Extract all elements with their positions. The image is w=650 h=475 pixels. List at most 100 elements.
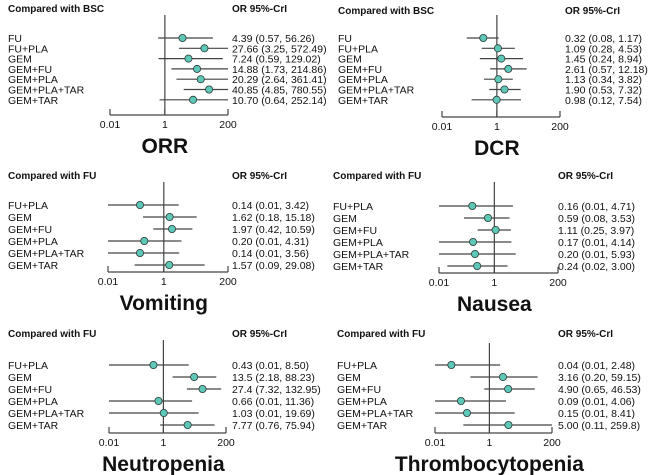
or-point <box>196 75 205 84</box>
or-point <box>492 95 501 104</box>
or-point <box>205 85 214 94</box>
tick-label: 0.01 <box>100 119 121 131</box>
or-point <box>504 421 513 430</box>
or-point <box>469 238 478 247</box>
or-point <box>468 202 477 211</box>
row-label: GEM+FU <box>333 225 377 237</box>
or-ci-value: 1.13 (0.34, 3.82) <box>565 74 642 86</box>
or-point <box>149 361 158 370</box>
or-point <box>198 385 207 394</box>
tick-label: 0.01 <box>99 437 120 449</box>
or-ci-value: 4.90 (0.65, 46.53) <box>558 384 641 396</box>
row-label: GEM+TAR <box>8 95 59 107</box>
or-ci-value: 10.70 (0.64, 252.14) <box>232 95 327 107</box>
comparison-header: Compared with FU <box>337 329 425 340</box>
or-point <box>183 421 192 430</box>
or-point <box>135 201 144 210</box>
or-point <box>135 249 144 258</box>
or-ci-value: 0.24 (0.02, 3.00) <box>558 261 635 273</box>
row-label: FU+PLA <box>8 43 48 55</box>
or-ci-value: 27.4 (7.32, 132.95) <box>232 384 321 396</box>
or-ci-value: 7.77 (0.76, 75.94) <box>232 420 315 432</box>
row-label: GEM <box>8 212 32 224</box>
or-ci-value: 1.62 (0.18, 15.18) <box>232 212 315 224</box>
panel-title: Thrombocytopenia <box>395 453 584 475</box>
row-label: GEM+PLA <box>8 74 58 86</box>
or-ci-value: 1.90 (0.53, 7.32) <box>565 85 642 97</box>
or-point <box>462 409 471 418</box>
stat-header: OR 95%-CrI <box>232 4 287 15</box>
row-label: GEM+TAR <box>333 261 384 273</box>
row-label: GEM+PLA <box>8 396 58 408</box>
or-point <box>159 409 168 418</box>
row-label: GEM+PLA+TAR <box>8 408 85 420</box>
or-ci-value: 0.32 (0.08, 1.17) <box>565 33 642 45</box>
or-ci-value: 0.59 (0.08, 3.53) <box>558 213 635 225</box>
or-point <box>504 385 513 394</box>
row-label: GEM+PLA <box>337 396 387 408</box>
or-ci-value: 0.20 (0.01, 4.31) <box>232 236 309 248</box>
or-point <box>189 95 198 104</box>
row-label: GEM+TAR <box>337 420 388 432</box>
or-point <box>470 250 479 259</box>
tick-label: 200 <box>543 437 561 449</box>
row-label: GEM+PLA <box>338 74 388 86</box>
or-ci-value: 1.97 (0.42, 10.59) <box>232 224 315 236</box>
tick-label: 0.01 <box>425 437 446 449</box>
or-ci-value: 0.14 (0.01, 3.42) <box>232 200 309 212</box>
panel-title: Vomiting <box>120 292 208 315</box>
panel-title: ORR <box>142 135 189 158</box>
tick-label: 200 <box>219 119 237 131</box>
row-label: GEM+PLA+TAR <box>8 85 85 97</box>
row-label: FU+PLA <box>8 200 48 212</box>
row-label: GEM+PLA+TAR <box>333 249 410 261</box>
or-point <box>178 34 187 43</box>
comparison-header: Compared with BSC <box>338 6 434 17</box>
or-ci-value: 3.16 (0.20, 59.15) <box>558 372 641 384</box>
tick-label: 0.01 <box>429 277 450 289</box>
tick-label: 1 <box>160 437 166 449</box>
comparison-header: Compared with FU <box>333 171 421 182</box>
panel-title: Nausea <box>457 293 532 316</box>
forest-panel-vomiting: Compared with FU OR 95%-CrI 0.01 1 200 Vomiti… <box>8 171 315 315</box>
row-label: GEM+PLA <box>8 236 58 248</box>
or-point <box>500 85 509 94</box>
or-ci-value: 7.24 (0.59, 129.02) <box>232 54 321 66</box>
tick-label: 200 <box>551 121 569 133</box>
row-label: FU+PLA <box>333 201 373 213</box>
tick-label: 1 <box>494 121 500 133</box>
stat-header: OR 95%-CrI <box>232 171 287 182</box>
or-point <box>140 237 149 246</box>
forest-panel-dcr: Compared with BSC OR 95%-CrI 0.01 1 200 DCR FU… <box>338 6 648 160</box>
tick-label: 1 <box>161 276 167 288</box>
row-label: GEM+TAR <box>338 95 389 107</box>
or-ci-value: 0.17 (0.01, 4.14) <box>558 237 635 249</box>
row-label: GEM+PLA+TAR <box>8 248 85 260</box>
or-ci-value: 1.57 (0.09, 29.08) <box>232 260 315 272</box>
or-ci-value: 14.88 (1.73, 214.86) <box>232 64 327 76</box>
comparison-header: Compared with FU <box>8 329 96 340</box>
row-label: FU+PLA <box>338 43 378 55</box>
or-point <box>165 213 174 222</box>
row-label: FU <box>8 33 22 45</box>
or-point <box>184 54 193 63</box>
row-label: GEM <box>8 54 32 66</box>
or-ci-value: 1.09 (0.28, 4.53) <box>565 43 642 55</box>
or-ci-value: 2.61 (0.57, 12.18) <box>565 64 648 76</box>
or-ci-value: 0.15 (0.01, 8.41) <box>558 408 635 420</box>
row-label: GEM <box>337 372 361 384</box>
panel-title: Neutropenia <box>102 453 225 475</box>
row-label: GEM+FU <box>337 384 381 396</box>
or-ci-value: 13.5 (2.18, 88.23) <box>232 372 315 384</box>
panel-title: DCR <box>474 137 520 160</box>
stat-header: OR 95%-CrI <box>558 171 613 182</box>
or-point <box>154 397 163 406</box>
forest-panel-thrombocytopenia: Compared with FU OR 95%-CrI 0.01 1 200 Thromb… <box>337 329 641 475</box>
or-ci-value: 0.66 (0.01, 11.36) <box>232 396 314 408</box>
or-point <box>493 44 502 53</box>
or-point <box>473 262 482 271</box>
tick-label: 1 <box>162 119 168 131</box>
or-ci-value: 0.14 (0.01, 3.56) <box>232 248 309 260</box>
or-point <box>504 64 513 73</box>
or-ci-value: 20.29 (2.64, 361.41) <box>232 74 327 86</box>
